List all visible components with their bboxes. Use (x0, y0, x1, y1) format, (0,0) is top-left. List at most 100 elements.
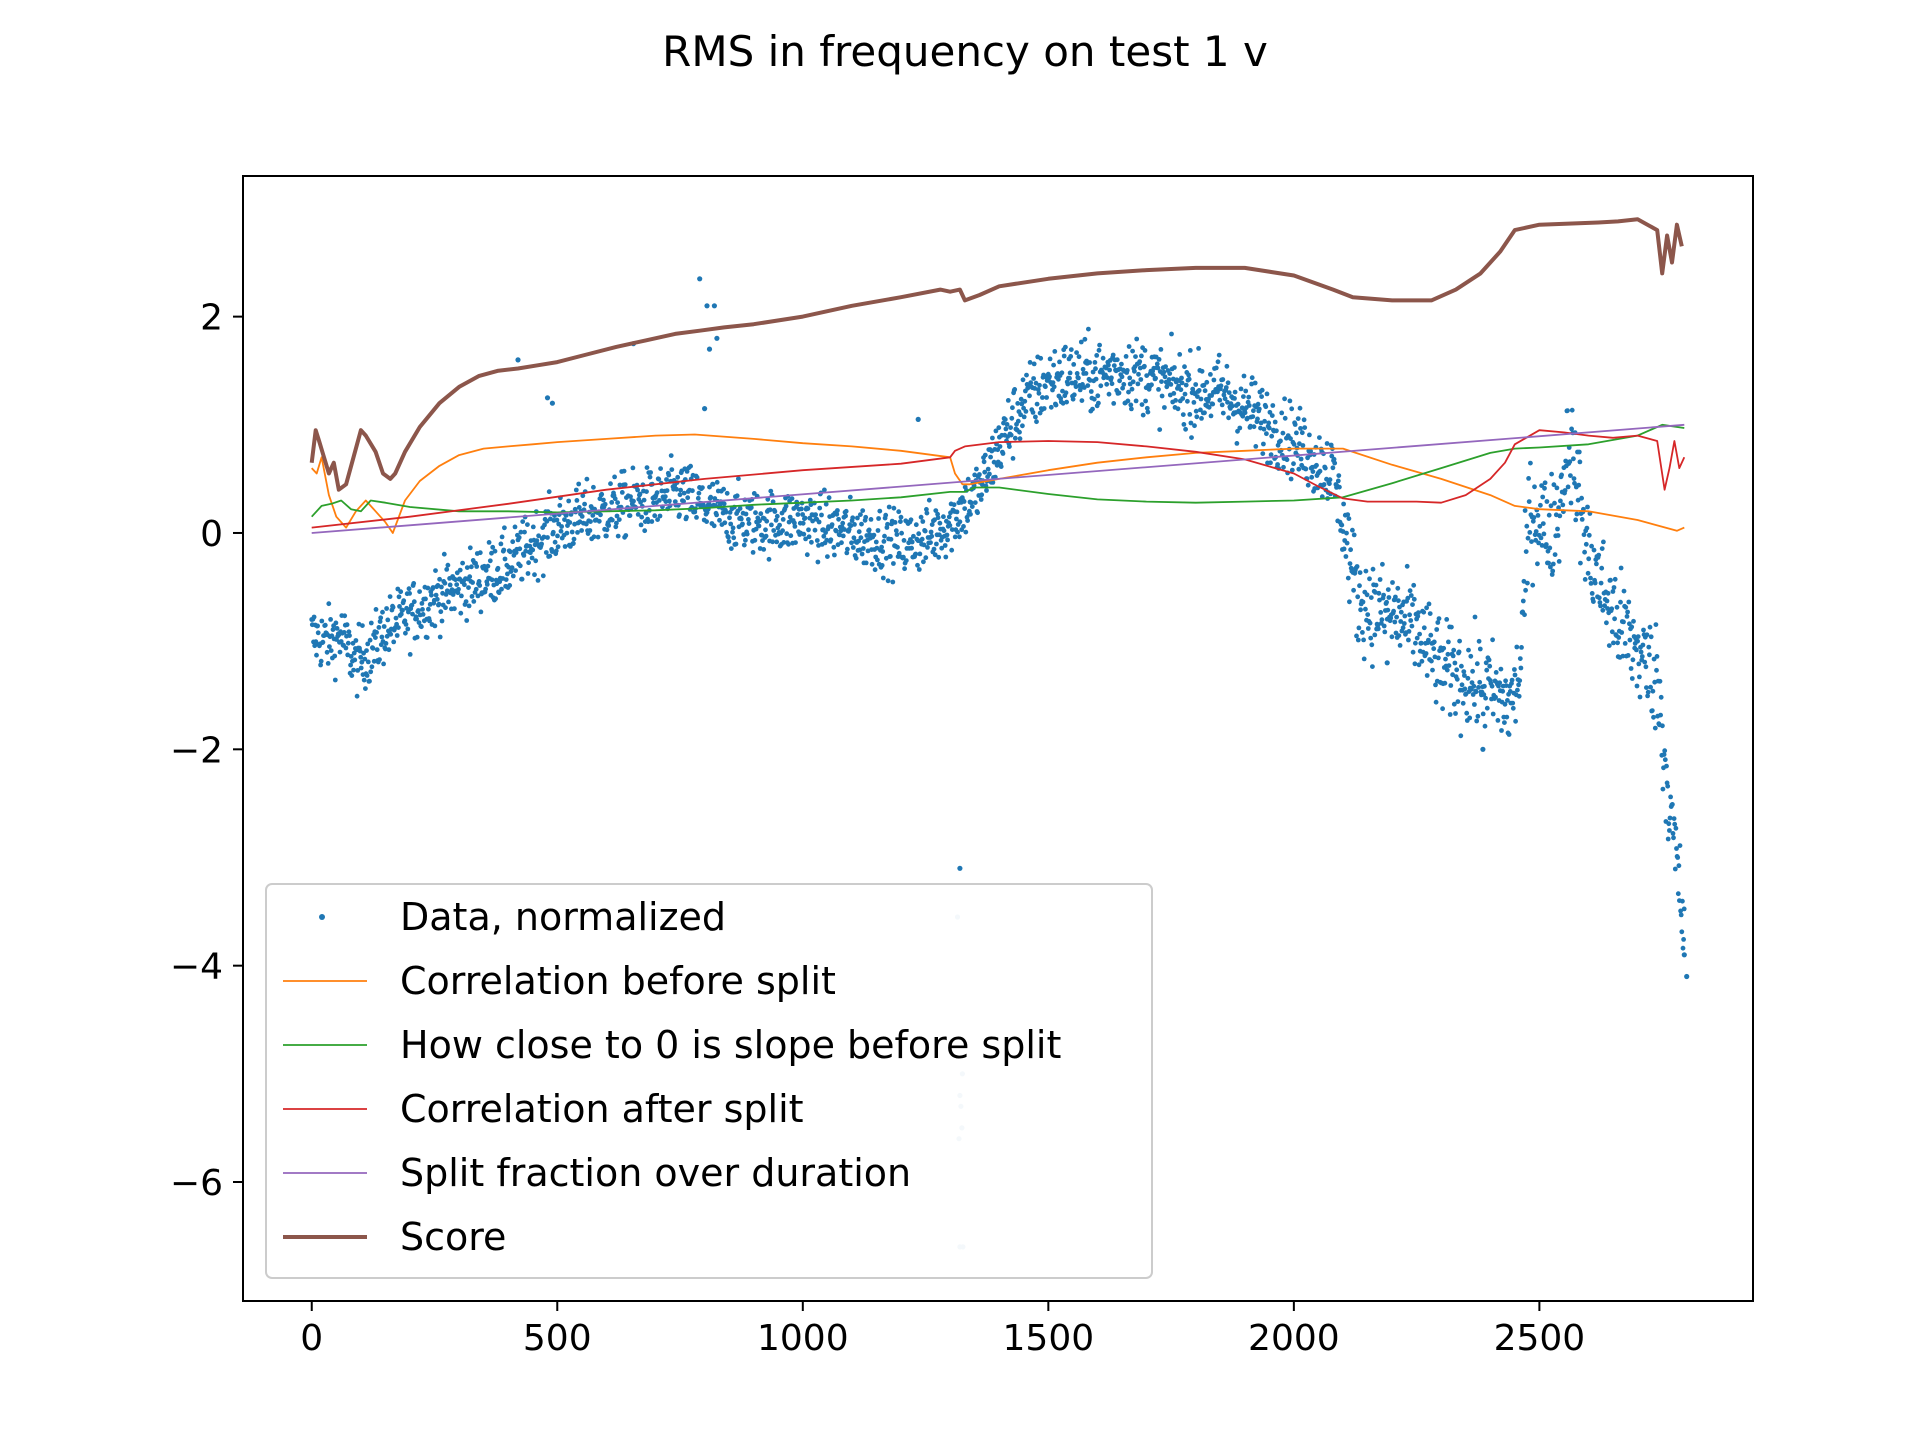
data-point (1269, 413, 1275, 418)
data-point (1370, 664, 1375, 669)
data-point (1573, 517, 1579, 523)
data-point (746, 521, 752, 526)
data-point (1538, 502, 1543, 508)
data-point (1596, 595, 1602, 601)
data-point (1185, 398, 1190, 404)
data-point (1010, 456, 1016, 461)
data-point (437, 634, 443, 640)
data-point (941, 514, 946, 520)
data-point (1680, 945, 1686, 951)
data-point (652, 513, 658, 519)
data-point (1647, 652, 1652, 658)
data-point (845, 546, 850, 552)
data-point (1354, 564, 1360, 569)
data-point (1261, 426, 1267, 432)
data-point (856, 538, 861, 544)
data-point (825, 554, 830, 559)
data-point (1565, 408, 1570, 413)
data-point (1630, 657, 1636, 663)
data-point (1255, 416, 1260, 422)
data-point (1136, 371, 1141, 377)
data-point (1314, 462, 1319, 468)
data-point (1094, 353, 1100, 358)
data-point (1241, 394, 1246, 399)
data-point (649, 519, 655, 524)
data-point (1528, 460, 1533, 466)
data-point (1451, 701, 1457, 707)
data-point (743, 537, 748, 543)
data-point (949, 547, 955, 553)
data-point (1287, 398, 1293, 404)
data-point (359, 659, 365, 665)
data-point (1178, 387, 1184, 393)
data-point (1067, 370, 1073, 376)
data-point (1465, 675, 1471, 681)
data-point (1180, 396, 1186, 401)
data-point (1038, 355, 1044, 361)
data-point (1096, 347, 1102, 353)
data-point (936, 554, 942, 560)
data-point (1486, 657, 1492, 663)
data-point (383, 641, 389, 646)
data-point (834, 511, 840, 517)
data-point (821, 533, 827, 539)
data-point (774, 513, 780, 519)
data-point (404, 605, 409, 611)
data-point (631, 498, 636, 504)
data-point (313, 639, 319, 645)
data-point (877, 508, 883, 514)
data-point (532, 572, 537, 578)
data-point (442, 580, 448, 586)
data-point (707, 484, 712, 490)
data-point (1242, 410, 1248, 416)
data-point (324, 649, 330, 655)
data-point (1405, 595, 1411, 601)
data-point (894, 532, 900, 537)
data-point (1452, 660, 1458, 666)
data-point (1090, 406, 1095, 412)
data-point (744, 531, 750, 537)
data-point (1409, 623, 1415, 629)
data-point (1404, 563, 1410, 569)
data-point (1523, 549, 1529, 554)
data-point (1477, 679, 1483, 685)
data-point (1442, 680, 1448, 686)
data-point (1550, 561, 1556, 567)
data-point (464, 565, 470, 570)
data-point (1581, 532, 1587, 538)
data-point (1493, 694, 1498, 700)
data-point (1474, 661, 1480, 667)
data-point (886, 504, 892, 510)
data-point (1048, 404, 1054, 410)
data-point (1505, 698, 1510, 703)
data-point (1379, 617, 1385, 623)
data-point (573, 487, 579, 493)
data-point (529, 555, 535, 561)
data-point (509, 565, 515, 571)
data-point (806, 534, 812, 540)
data-point (1144, 373, 1150, 378)
data-point (1052, 349, 1058, 354)
data-point (721, 486, 726, 492)
data-point (318, 658, 324, 664)
data-point (1274, 428, 1279, 434)
data-point (1297, 405, 1303, 411)
data-point (831, 544, 837, 550)
data-point (711, 523, 717, 529)
data-point (530, 547, 536, 553)
legend-marker (319, 914, 325, 920)
data-point (1347, 599, 1352, 605)
data-point (812, 527, 818, 533)
data-point (770, 499, 776, 505)
data-point (1426, 601, 1432, 607)
data-point (1670, 831, 1676, 836)
data-point (424, 635, 430, 640)
data-point (384, 606, 389, 611)
data-point (576, 505, 582, 510)
data-point (483, 586, 488, 592)
data-point (788, 533, 794, 539)
data-point (1526, 499, 1532, 504)
data-point (746, 517, 751, 522)
data-point (543, 550, 549, 555)
data-point (903, 558, 909, 563)
